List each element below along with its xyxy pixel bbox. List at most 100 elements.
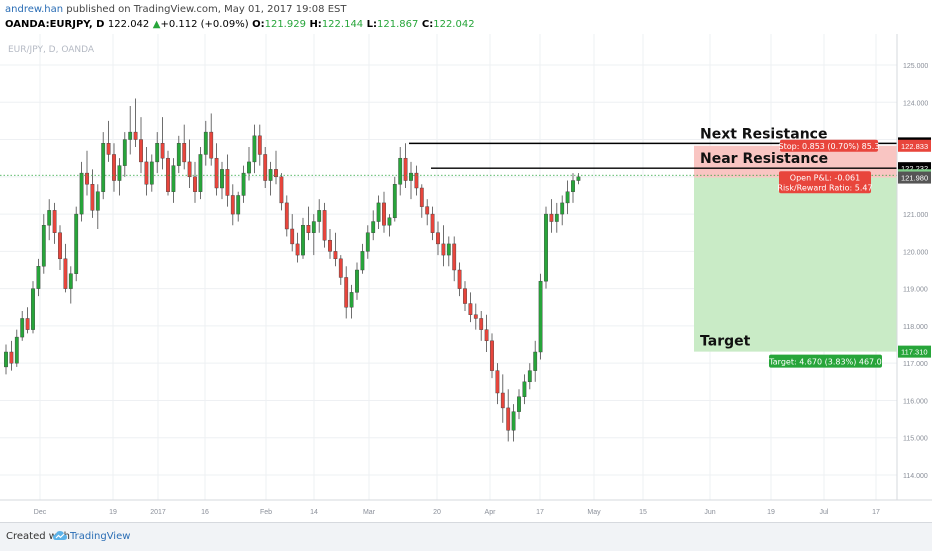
x-tick-label: Jun — [704, 509, 715, 516]
candle — [58, 225, 62, 270]
candle-body — [144, 161, 149, 185]
candle — [333, 232, 338, 267]
candle — [344, 266, 349, 319]
candle — [338, 255, 343, 285]
candle — [230, 184, 235, 226]
candle — [252, 124, 257, 174]
candle — [538, 273, 543, 360]
candle — [360, 243, 365, 274]
y-tick-label: 117.000 — [903, 361, 928, 368]
price-tag-stop: 122.833 — [901, 142, 928, 151]
candle — [554, 202, 559, 233]
candle — [20, 311, 25, 341]
candle-body — [187, 161, 192, 178]
candle-body — [495, 370, 500, 394]
candle — [263, 147, 268, 188]
candle — [144, 147, 149, 196]
publish-info: published on TradingView.com, May 01, 20… — [66, 4, 347, 15]
time-axis[interactable]: Dec 19 2017 16 Feb 14 Mar 20 Apr 17 May 15 Jun 19 Jul 1… — [0, 499, 932, 516]
candle — [414, 165, 419, 196]
candle — [463, 281, 467, 311]
candle — [139, 117, 143, 174]
candle-body — [473, 314, 478, 319]
candle — [355, 262, 359, 300]
candle — [117, 158, 122, 196]
candle — [274, 150, 278, 185]
candle — [101, 132, 106, 200]
candle-body — [382, 202, 386, 226]
candle — [371, 210, 376, 241]
author-link[interactable]: andrew.han — [5, 4, 64, 15]
candle — [193, 161, 197, 203]
candle — [14, 329, 19, 367]
candle-body — [257, 135, 262, 155]
candle-body — [565, 191, 570, 204]
candle-body — [47, 210, 52, 226]
candle — [425, 199, 430, 226]
candle-body — [457, 269, 462, 289]
tradingview-cloud-icon — [53, 531, 67, 540]
candle-body — [371, 221, 376, 233]
resistance-label: Near Resistance — [700, 151, 828, 167]
candle-body — [149, 161, 154, 185]
candle — [382, 191, 386, 233]
candle — [479, 311, 484, 341]
candle-body — [463, 288, 467, 304]
candle — [436, 221, 440, 256]
candle — [430, 206, 435, 241]
tradingview-brand[interactable]: TradingView — [70, 531, 131, 542]
x-tick-label: 14 — [310, 509, 318, 516]
close-value: 122.042 — [433, 19, 475, 30]
candle — [160, 117, 165, 170]
x-tick-label: 15 — [639, 509, 647, 516]
candle-body — [517, 396, 521, 412]
candle — [171, 158, 176, 203]
candle-body — [554, 213, 559, 222]
candle-body — [225, 169, 230, 196]
y-tick-label: 118.000 — [903, 324, 928, 331]
candle-body — [576, 176, 581, 181]
y-tick-label: 119.000 — [903, 287, 928, 294]
pnl-box — [779, 171, 871, 194]
candle-body — [9, 351, 14, 364]
candle-body — [182, 143, 187, 163]
x-tick-label: 17 — [536, 509, 544, 516]
candle — [214, 143, 219, 196]
price-tag-resistance-near: 122.232 — [901, 164, 928, 173]
candle — [446, 236, 451, 267]
candle-body — [171, 165, 176, 192]
candle — [95, 184, 100, 229]
candle — [301, 217, 305, 259]
candle — [409, 161, 413, 200]
candle — [500, 374, 505, 423]
price-axis[interactable]: 114.000 115.000 116.000 117.000 118.000 119.0… — [896, 34, 932, 522]
candle-body — [263, 154, 268, 181]
target-label: Target: 4.670 (3.83%) 467.0 — [768, 358, 882, 367]
candle — [533, 340, 538, 382]
candle-body — [344, 277, 349, 308]
candle-body — [209, 131, 214, 159]
x-tick-label: 17 — [872, 509, 880, 516]
candle — [290, 214, 295, 252]
candle — [268, 161, 273, 196]
candle-body — [160, 143, 165, 159]
candle — [149, 154, 154, 192]
candle — [209, 113, 214, 166]
candle-body — [36, 266, 41, 289]
candle — [47, 199, 52, 241]
price-chart[interactable]: EUR/JPY, D, OANDA Next Resistance Near Re… — [0, 34, 932, 522]
candle — [522, 374, 527, 405]
pnl-label: Open P&L: -0.061 — [790, 173, 860, 182]
risk-reward-label: Risk/Reward Ratio: 5.47 — [777, 183, 872, 192]
candle — [52, 202, 57, 244]
candle — [387, 214, 392, 237]
candle — [571, 173, 575, 203]
chart-watermark: EUR/JPY, D, OANDA — [8, 45, 95, 55]
candle — [68, 266, 73, 304]
candle-body — [236, 195, 241, 215]
x-tick-label: Mar — [363, 509, 376, 516]
candle — [203, 120, 208, 166]
x-tick-label: Dec — [34, 509, 47, 516]
candle-body — [241, 172, 246, 196]
